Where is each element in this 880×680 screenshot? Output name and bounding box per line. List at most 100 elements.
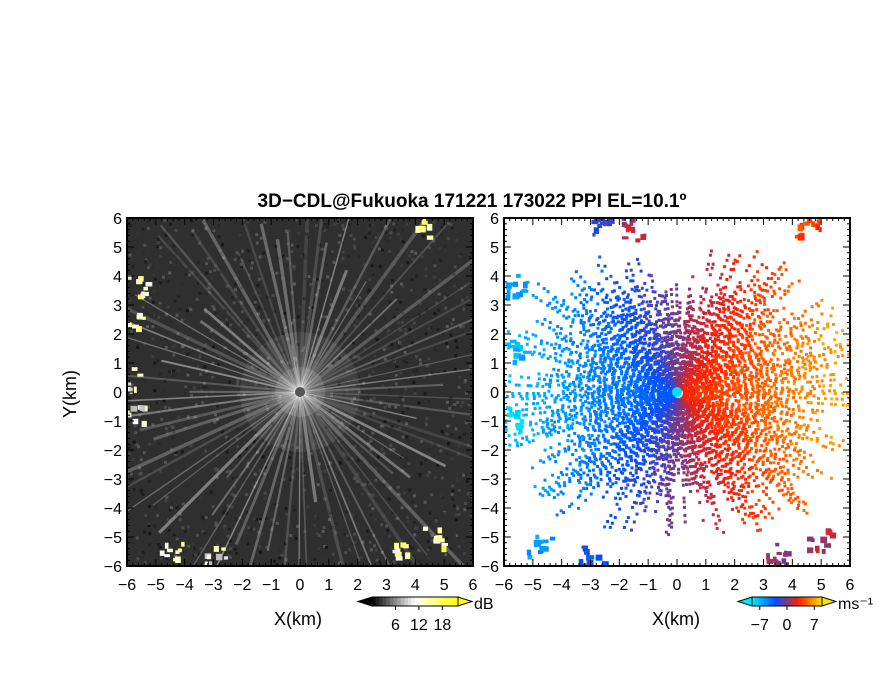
speckle xyxy=(225,450,229,454)
velocity-pixel xyxy=(767,398,771,402)
velocity-pixel xyxy=(582,460,586,464)
velocity-pixel xyxy=(634,471,638,475)
velocity-pixel xyxy=(721,429,725,433)
velocity-pixel xyxy=(789,493,793,496)
speckle xyxy=(265,530,269,533)
velocity-pixel xyxy=(574,469,577,473)
velocity-pixel xyxy=(767,473,771,477)
speckle xyxy=(371,223,375,227)
velocity-pixel xyxy=(774,452,778,456)
speckle xyxy=(254,382,258,386)
speckle xyxy=(298,351,301,355)
speckle xyxy=(321,228,325,232)
velocity-pixel xyxy=(745,401,749,405)
velocity-pixel xyxy=(621,415,625,419)
velocity-pixel xyxy=(796,495,800,499)
velocity-pixel xyxy=(851,442,854,445)
echo-hotspot xyxy=(167,548,173,553)
echo-hotspot xyxy=(405,552,411,560)
velocity-pixel xyxy=(550,374,553,378)
velocity-pixel xyxy=(786,427,790,431)
speckle xyxy=(258,468,262,472)
velocity-pixel xyxy=(762,405,766,409)
velocity-pixel xyxy=(669,467,673,471)
velocity-pixel xyxy=(672,479,676,482)
velocity-pixel xyxy=(709,492,713,496)
speckle xyxy=(421,234,425,238)
velocity-pixel xyxy=(545,434,549,438)
velocity-pixel xyxy=(578,376,582,380)
speckle xyxy=(427,470,431,474)
velocity-pixel xyxy=(668,424,672,428)
speckle xyxy=(207,290,211,294)
velocity-pixel xyxy=(566,439,570,442)
velocity-pixel xyxy=(594,412,597,416)
speckle xyxy=(367,288,371,292)
speckle xyxy=(294,536,298,540)
speckle xyxy=(148,296,152,300)
velocity-pixel xyxy=(637,446,641,450)
echo-hotspot xyxy=(133,386,137,393)
x-tick-label: −5 xyxy=(147,577,165,594)
speckle xyxy=(456,339,460,343)
velocity-pixel xyxy=(653,430,657,434)
velocity-pixel xyxy=(642,482,646,486)
velocity-pixel xyxy=(697,458,701,461)
speckle xyxy=(144,427,148,431)
velocity-pixel xyxy=(561,406,565,410)
speckle xyxy=(330,525,334,529)
speckle xyxy=(274,411,278,415)
speckle xyxy=(222,512,226,516)
velocity-pixel xyxy=(604,414,608,418)
velocity-pixel xyxy=(672,436,676,440)
velocity-pixel xyxy=(632,425,636,429)
velocity-pixel xyxy=(805,511,809,515)
velocity-pixel xyxy=(625,386,629,390)
velocity-pixel xyxy=(620,370,624,374)
velocity-pixel xyxy=(650,449,654,453)
speckle xyxy=(379,401,383,405)
velocity-pixel xyxy=(671,425,675,429)
velocity-pixel xyxy=(698,423,702,427)
speckle xyxy=(389,231,393,235)
velocity-pixel xyxy=(729,475,733,479)
speckle xyxy=(300,463,304,467)
speckle xyxy=(364,297,368,301)
velocity-pixel xyxy=(655,416,659,420)
velocity-pixel xyxy=(616,442,620,446)
speckle xyxy=(366,227,370,231)
speckle xyxy=(238,378,242,382)
velocity-pixel xyxy=(584,383,588,387)
velocity-pixel xyxy=(668,518,672,522)
speckle xyxy=(410,278,414,282)
speckle xyxy=(397,419,400,423)
speckle xyxy=(158,546,162,549)
speckle xyxy=(350,297,354,301)
speckle xyxy=(408,328,412,331)
velocity-pixel xyxy=(604,406,608,410)
velocity-pixel xyxy=(610,455,614,459)
velocity-pixel xyxy=(665,487,669,491)
velocity-pixel xyxy=(697,416,701,420)
velocity-pixel xyxy=(642,381,646,385)
speckle xyxy=(164,499,168,503)
speckle xyxy=(443,370,447,373)
speckle xyxy=(276,504,279,507)
velocity-pixel xyxy=(761,396,765,400)
velocity-pixel xyxy=(675,431,679,435)
velocity-pixel xyxy=(730,458,734,462)
velocity-pixel xyxy=(846,403,849,407)
velocity-pixel xyxy=(669,411,673,415)
beam-ray xyxy=(241,218,302,393)
speckle xyxy=(271,392,275,396)
velocity-pixel xyxy=(643,509,647,513)
speckle xyxy=(258,520,262,524)
velocity-pixel xyxy=(666,436,670,440)
speckle xyxy=(144,514,148,518)
velocity-pixel xyxy=(674,458,678,462)
speckle xyxy=(215,476,219,480)
velocity-pixel xyxy=(785,397,789,401)
velocity-pixel xyxy=(694,424,698,428)
velocity-pixel xyxy=(609,514,613,517)
velocity-pixel xyxy=(770,437,774,441)
